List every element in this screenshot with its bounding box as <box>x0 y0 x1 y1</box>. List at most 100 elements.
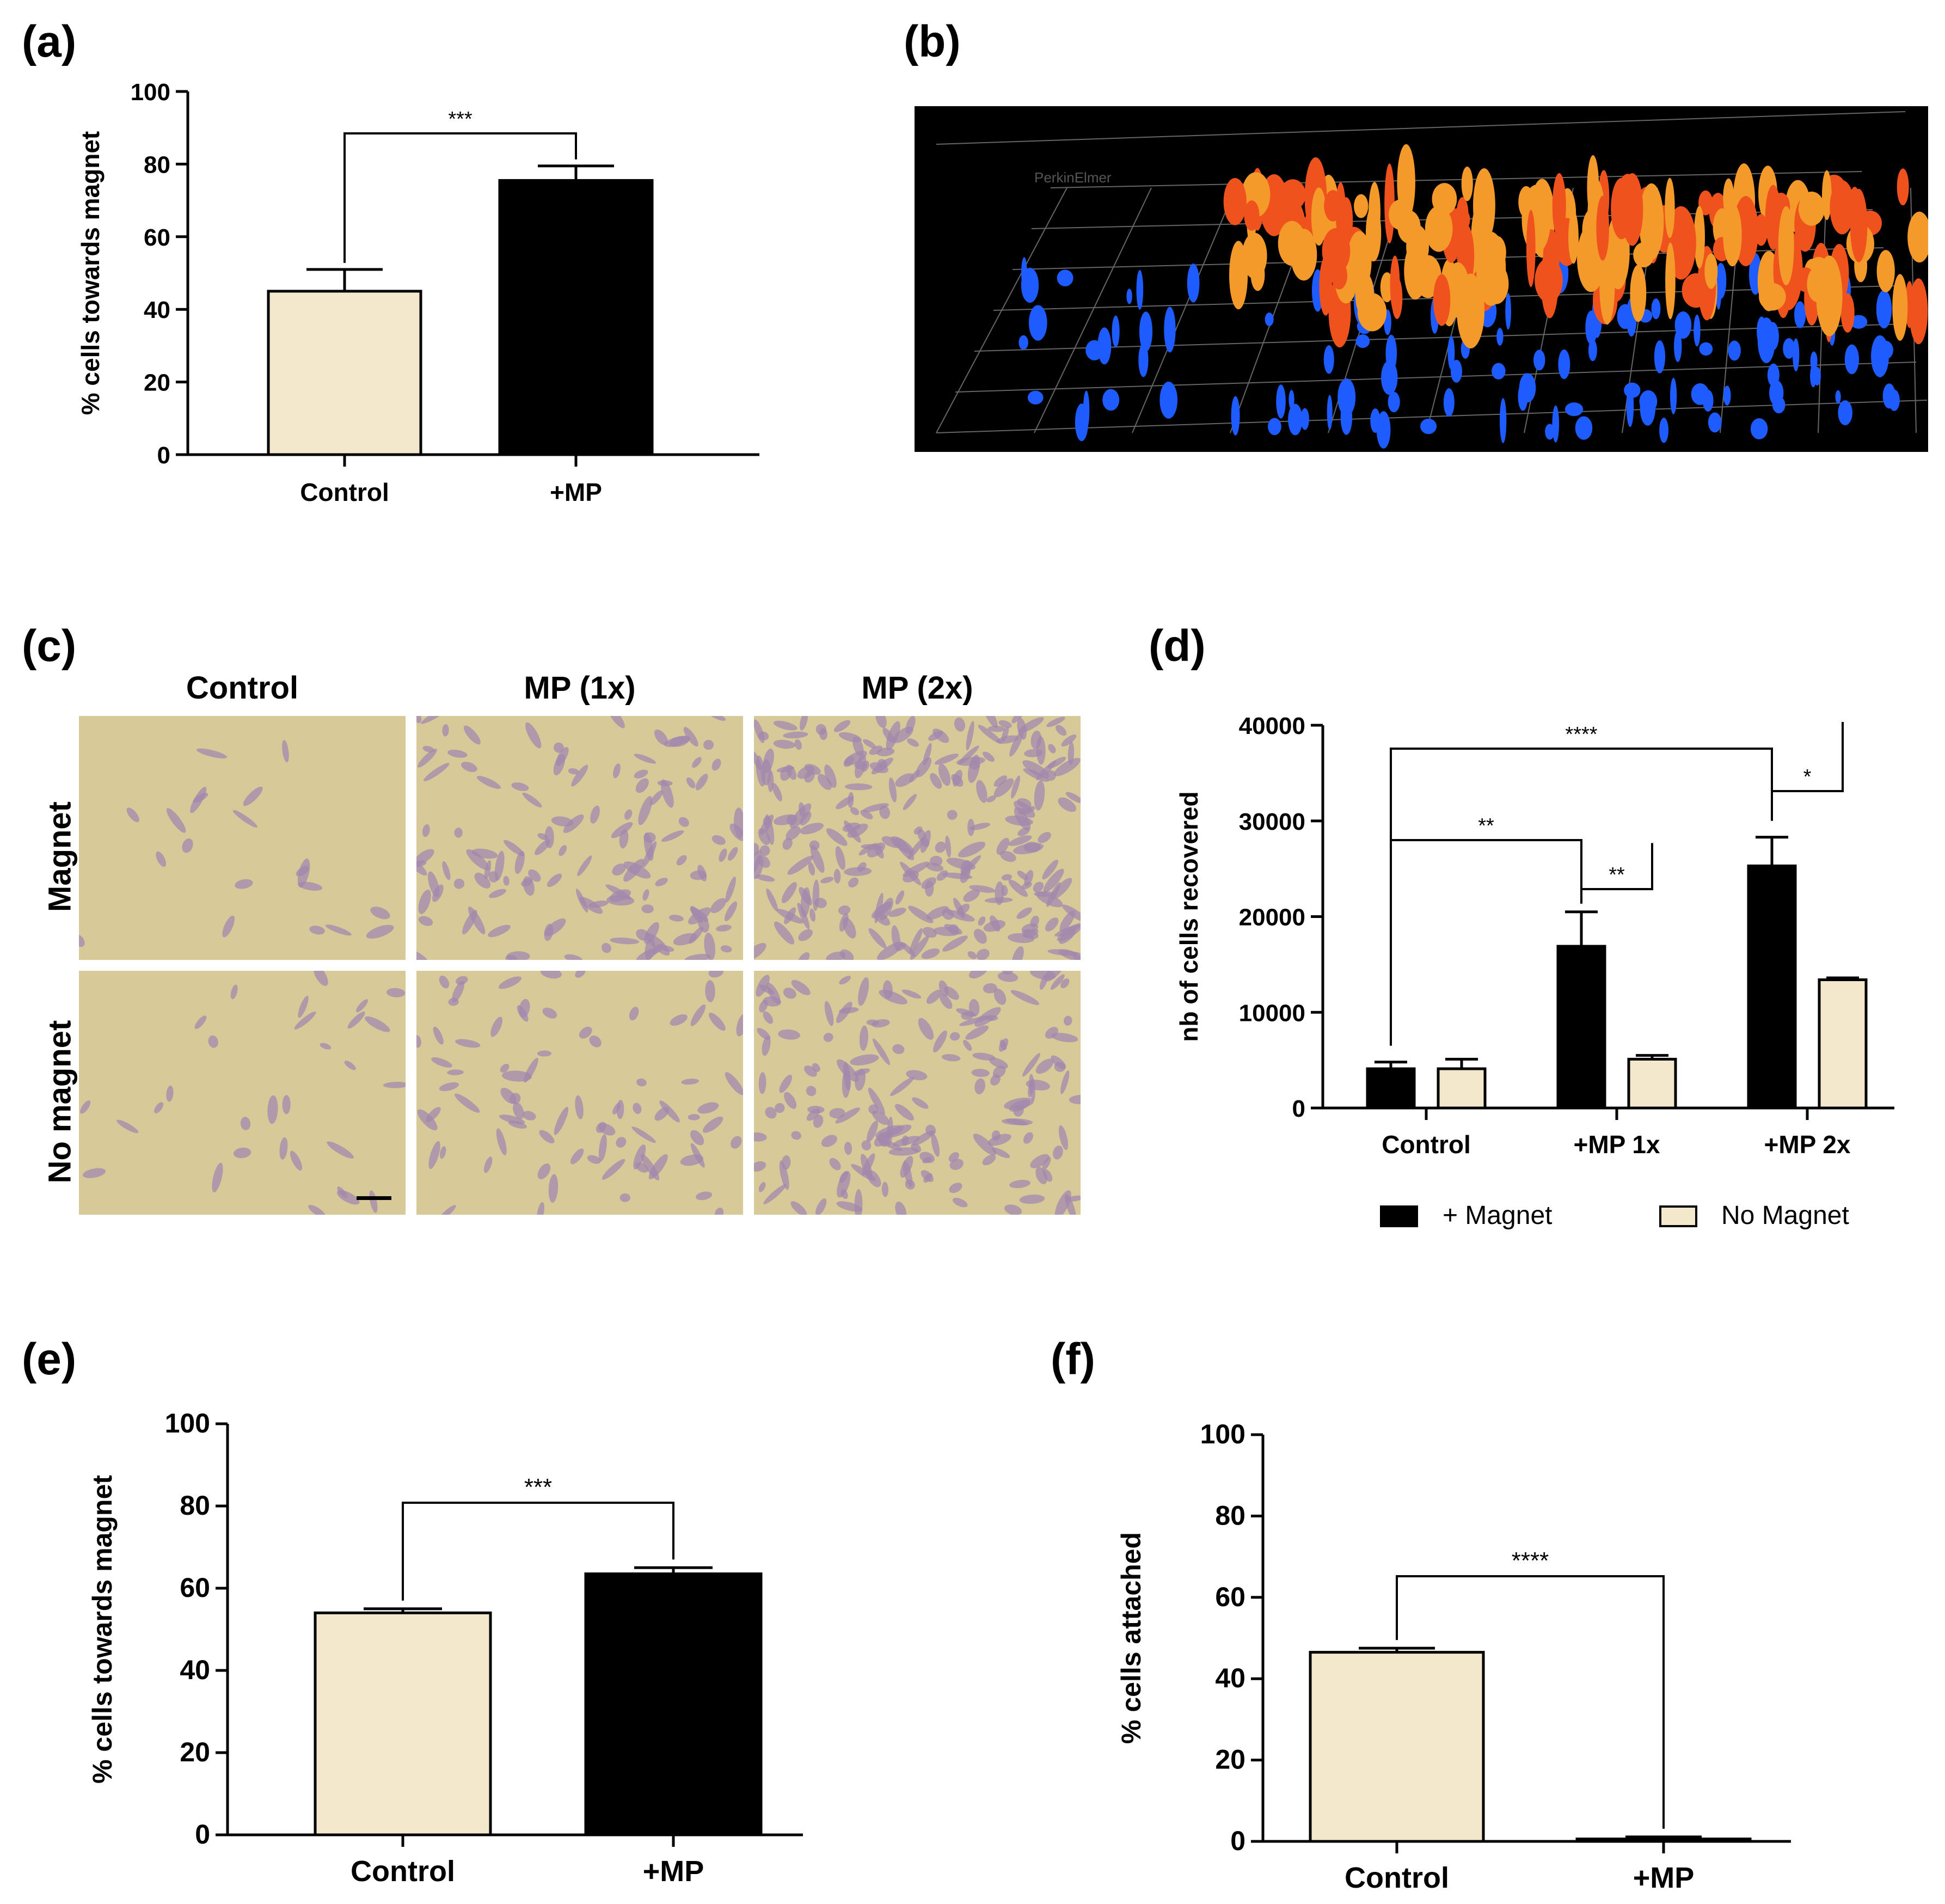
cell-shape <box>126 807 139 823</box>
cell-shape <box>867 1170 881 1187</box>
cell-shape <box>535 839 551 855</box>
cell-shape <box>909 928 923 954</box>
cell-shape <box>754 1132 767 1142</box>
cell-shape <box>772 783 782 801</box>
cell-shape <box>835 1107 861 1124</box>
cell-shape <box>993 775 1007 787</box>
cell-shape <box>773 720 797 731</box>
cell-shape <box>754 856 764 879</box>
orange-blob <box>1694 206 1705 269</box>
bar-no-magnet <box>1627 1057 1677 1110</box>
cell-shape <box>868 928 887 948</box>
orange-blob <box>1322 228 1351 274</box>
cell-shape <box>513 1102 524 1119</box>
blue-blob <box>1323 345 1334 374</box>
cell-shape <box>453 878 465 889</box>
cell-shape <box>933 1030 947 1052</box>
cell-shape <box>844 1142 852 1155</box>
cell-shape <box>958 841 986 858</box>
cell-shape <box>309 926 325 935</box>
cell-shape <box>804 770 815 783</box>
y-tick-label: 100 <box>1200 1419 1245 1449</box>
blue-blob <box>1164 307 1176 353</box>
blue-blob <box>1694 314 1701 347</box>
blue-blob <box>1288 403 1303 436</box>
orange-blob <box>1250 258 1265 291</box>
cell-shape <box>986 795 996 803</box>
cell-shape <box>839 976 851 985</box>
blue-blob <box>1575 416 1593 440</box>
blue-blob <box>1112 315 1120 347</box>
cell-shape <box>862 803 889 812</box>
cell-shape <box>974 928 987 944</box>
cell-shape <box>908 905 934 923</box>
cell-shape <box>824 764 837 788</box>
y-tick-label: 100 <box>131 79 170 106</box>
cell-shape <box>1017 827 1030 836</box>
cell-shape <box>965 1025 989 1040</box>
cell-shape <box>779 1160 789 1190</box>
orange-blob <box>1704 253 1718 289</box>
cell-shape <box>463 725 481 745</box>
cell-shape <box>196 748 228 758</box>
cell-shape <box>819 728 827 740</box>
blue-blob <box>1750 418 1768 440</box>
blue-blob <box>1691 383 1709 405</box>
row-label-magnet: Magnet <box>42 801 78 912</box>
orange-blob <box>1486 235 1505 280</box>
cell-shape <box>641 904 654 914</box>
blue-blob <box>1381 360 1398 395</box>
cell-shape <box>642 841 657 868</box>
cell-shape <box>697 1102 719 1114</box>
cell-shape <box>969 885 996 893</box>
blue-blob <box>1835 390 1841 404</box>
cell-shape <box>755 874 775 882</box>
cell-shape <box>901 1135 909 1146</box>
cell-shape <box>762 1036 771 1056</box>
cell-shape <box>895 773 915 787</box>
cell-shape <box>1035 1167 1047 1184</box>
cell-shape <box>1011 946 1024 960</box>
cell-shape <box>918 1018 934 1040</box>
cell-shape <box>442 724 449 737</box>
cell-shape <box>729 823 743 841</box>
cell-shape <box>850 807 860 816</box>
cell-shape <box>418 916 433 926</box>
blue-blob <box>1136 270 1144 310</box>
blue-blob <box>1085 340 1103 360</box>
cell-shape <box>370 907 390 920</box>
cell-shape <box>893 726 913 743</box>
bar-magnet <box>1556 945 1606 1110</box>
cell-shape <box>773 739 796 749</box>
cell-shape <box>982 1154 996 1166</box>
cell-shape <box>1011 716 1025 724</box>
blue-blob <box>1708 412 1722 433</box>
orange-blob <box>1621 173 1643 246</box>
cell-shape <box>544 918 566 936</box>
y-tick-label: 100 <box>165 1408 210 1438</box>
orange-blob <box>1630 265 1647 322</box>
cell-shape <box>455 1039 481 1048</box>
cell-shape <box>954 717 966 732</box>
cell-shape <box>952 1197 968 1208</box>
cell-shape <box>820 877 834 884</box>
blue-blob <box>1138 343 1149 377</box>
cell-shape <box>655 878 668 886</box>
cell-shape <box>474 872 491 889</box>
cell-shape <box>608 716 625 728</box>
cell-shape <box>1010 990 1040 1005</box>
cell-shape <box>1028 1079 1034 1098</box>
cell-shape <box>1013 843 1044 855</box>
x-tick-label: +MP 2x <box>1764 1130 1851 1159</box>
blue-blob <box>1699 342 1713 356</box>
y-tick-label: 10000 <box>1239 1000 1305 1026</box>
orange-blob <box>1897 168 1909 206</box>
blue-blob <box>1075 403 1089 442</box>
cell-shape <box>454 828 463 838</box>
orange-blob <box>1389 199 1412 230</box>
cell-shape <box>422 824 430 837</box>
cell-shape <box>1038 832 1051 843</box>
cell-shape <box>888 777 897 803</box>
cell-shape <box>823 1033 833 1042</box>
cell-shape <box>1021 881 1032 890</box>
